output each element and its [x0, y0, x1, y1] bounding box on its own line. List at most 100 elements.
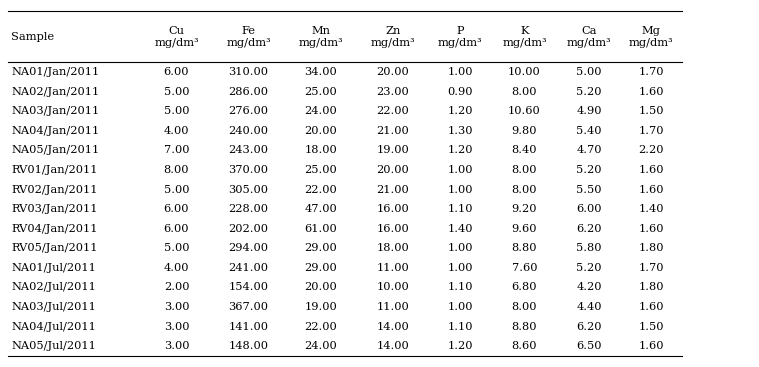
Text: 4.70: 4.70 — [576, 145, 602, 156]
Text: 25.00: 25.00 — [304, 87, 337, 97]
Text: 25.00: 25.00 — [304, 165, 337, 175]
Text: RV01/Jan/2011: RV01/Jan/2011 — [11, 165, 98, 175]
Text: NA01/Jan/2011: NA01/Jan/2011 — [11, 67, 99, 77]
Text: 5.00: 5.00 — [164, 185, 189, 195]
Text: 14.00: 14.00 — [376, 321, 409, 332]
Text: RV03/Jan/2011: RV03/Jan/2011 — [11, 204, 98, 214]
Text: 1.00: 1.00 — [447, 263, 473, 273]
Text: 47.00: 47.00 — [304, 204, 337, 214]
Text: 22.00: 22.00 — [304, 185, 337, 195]
Text: 8.00: 8.00 — [512, 185, 537, 195]
Text: 20.00: 20.00 — [304, 283, 337, 292]
Text: 8.00: 8.00 — [512, 165, 537, 175]
Text: 3.00: 3.00 — [164, 341, 189, 351]
Text: 1.60: 1.60 — [638, 165, 664, 175]
Text: 2.00: 2.00 — [164, 283, 189, 292]
Text: 21.00: 21.00 — [376, 126, 409, 136]
Text: 20.00: 20.00 — [304, 126, 337, 136]
Text: 8.00: 8.00 — [512, 302, 537, 312]
Text: 0.90: 0.90 — [447, 87, 473, 97]
Text: 16.00: 16.00 — [376, 224, 409, 234]
Text: 1.50: 1.50 — [638, 106, 664, 116]
Text: 1.00: 1.00 — [447, 302, 473, 312]
Text: 4.20: 4.20 — [576, 283, 602, 292]
Text: 154.00: 154.00 — [228, 283, 269, 292]
Text: 8.00: 8.00 — [164, 165, 189, 175]
Text: 1.70: 1.70 — [638, 67, 664, 77]
Text: 1.60: 1.60 — [638, 185, 664, 195]
Text: 1.50: 1.50 — [638, 321, 664, 332]
Text: 1.60: 1.60 — [638, 87, 664, 97]
Text: P
mg/dm³: P mg/dm³ — [438, 26, 482, 47]
Text: NA01/Jul/2011: NA01/Jul/2011 — [11, 263, 96, 273]
Text: K
mg/dm³: K mg/dm³ — [502, 26, 546, 47]
Text: 8.40: 8.40 — [512, 145, 537, 156]
Text: 29.00: 29.00 — [304, 243, 337, 253]
Text: NA02/Jul/2011: NA02/Jul/2011 — [11, 283, 96, 292]
Text: 6.50: 6.50 — [576, 341, 602, 351]
Text: 276.00: 276.00 — [228, 106, 269, 116]
Text: 4.00: 4.00 — [164, 263, 189, 273]
Text: 14.00: 14.00 — [376, 341, 409, 351]
Text: 20.00: 20.00 — [376, 67, 409, 77]
Text: 5.40: 5.40 — [576, 126, 602, 136]
Text: 19.00: 19.00 — [376, 145, 409, 156]
Text: 4.40: 4.40 — [576, 302, 602, 312]
Text: NA05/Jul/2011: NA05/Jul/2011 — [11, 341, 96, 351]
Text: Sample: Sample — [11, 32, 55, 42]
Text: 6.20: 6.20 — [576, 224, 602, 234]
Text: 1.70: 1.70 — [638, 263, 664, 273]
Text: 5.00: 5.00 — [576, 67, 602, 77]
Text: 1.20: 1.20 — [447, 145, 473, 156]
Text: 148.00: 148.00 — [228, 341, 269, 351]
Text: 5.20: 5.20 — [576, 165, 602, 175]
Text: 9.80: 9.80 — [512, 126, 537, 136]
Text: RV02/Jan/2011: RV02/Jan/2011 — [11, 185, 98, 195]
Text: 6.20: 6.20 — [576, 321, 602, 332]
Text: 18.00: 18.00 — [376, 243, 409, 253]
Text: 1.10: 1.10 — [447, 321, 473, 332]
Text: 5.00: 5.00 — [164, 243, 189, 253]
Text: 8.80: 8.80 — [512, 321, 537, 332]
Text: 7.60: 7.60 — [512, 263, 537, 273]
Text: 29.00: 29.00 — [304, 263, 337, 273]
Text: 1.00: 1.00 — [447, 165, 473, 175]
Text: 3.00: 3.00 — [164, 302, 189, 312]
Text: 20.00: 20.00 — [376, 165, 409, 175]
Text: 4.00: 4.00 — [164, 126, 189, 136]
Text: 1.10: 1.10 — [447, 204, 473, 214]
Text: 370.00: 370.00 — [228, 165, 269, 175]
Text: 5.80: 5.80 — [576, 243, 602, 253]
Text: 1.00: 1.00 — [447, 185, 473, 195]
Text: 24.00: 24.00 — [304, 106, 337, 116]
Text: 23.00: 23.00 — [376, 87, 409, 97]
Text: Mn
mg/dm³: Mn mg/dm³ — [298, 26, 343, 47]
Text: 16.00: 16.00 — [376, 204, 409, 214]
Text: 6.00: 6.00 — [164, 224, 189, 234]
Text: 310.00: 310.00 — [228, 67, 269, 77]
Text: NA04/Jul/2011: NA04/Jul/2011 — [11, 321, 96, 332]
Text: 1.70: 1.70 — [638, 126, 664, 136]
Text: RV04/Jan/2011: RV04/Jan/2011 — [11, 224, 98, 234]
Text: 9.20: 9.20 — [512, 204, 537, 214]
Text: NA02/Jan/2011: NA02/Jan/2011 — [11, 87, 99, 97]
Text: NA03/Jul/2011: NA03/Jul/2011 — [11, 302, 96, 312]
Text: RV05/Jan/2011: RV05/Jan/2011 — [11, 243, 98, 253]
Text: 6.00: 6.00 — [164, 67, 189, 77]
Text: 1.80: 1.80 — [638, 243, 664, 253]
Text: 1.40: 1.40 — [447, 224, 473, 234]
Text: 19.00: 19.00 — [304, 302, 337, 312]
Text: 1.30: 1.30 — [447, 126, 473, 136]
Text: 241.00: 241.00 — [228, 263, 269, 273]
Text: 8.60: 8.60 — [512, 341, 537, 351]
Text: 294.00: 294.00 — [228, 243, 269, 253]
Text: 7.00: 7.00 — [164, 145, 189, 156]
Text: 8.00: 8.00 — [512, 87, 537, 97]
Text: 21.00: 21.00 — [376, 185, 409, 195]
Text: 6.00: 6.00 — [576, 204, 602, 214]
Text: 1.00: 1.00 — [447, 67, 473, 77]
Text: 5.20: 5.20 — [576, 263, 602, 273]
Text: 10.60: 10.60 — [508, 106, 541, 116]
Text: 10.00: 10.00 — [508, 67, 541, 77]
Text: 202.00: 202.00 — [228, 224, 269, 234]
